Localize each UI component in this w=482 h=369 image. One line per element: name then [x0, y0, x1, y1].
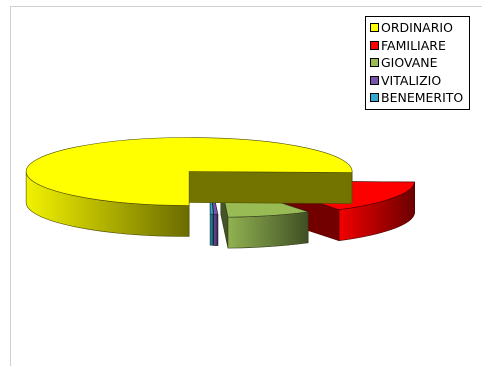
- legend-label: BENEMERITO: [381, 90, 464, 105]
- pie-slice-ordinario: [25, 137, 353, 237]
- legend-item: GIOVANE: [370, 54, 463, 72]
- legend-label: VITALIZIO: [381, 72, 442, 88]
- legend-label: GIOVANE: [381, 55, 438, 70]
- legend-item: BENEMERITO: [370, 89, 463, 107]
- legend-item: VITALIZIO: [370, 72, 463, 90]
- pie-slice-top: [25, 137, 353, 206]
- chart-frame: [10, 6, 482, 366]
- legend-item: ORDINARIO: [370, 19, 463, 37]
- legend-item: FAMILIARE: [370, 37, 463, 55]
- pie-slice-wall: [209, 213, 214, 246]
- legend-label: ORDINARIO: [381, 20, 453, 35]
- pie-slice-side-1: [188, 171, 353, 204]
- chart-legend: ORDINARIO FAMILIARE GIOVANE VITALIZIO BENEME…: [365, 16, 471, 110]
- legend-swatch: [370, 23, 379, 33]
- pie-slice-wall: [227, 211, 309, 249]
- legend-swatch: [370, 40, 379, 50]
- legend-label: FAMILIARE: [381, 37, 446, 53]
- legend-swatch: [370, 75, 379, 85]
- legend-swatch: [370, 93, 379, 103]
- legend-swatch: [370, 58, 379, 68]
- pie-slice-wall: [213, 214, 219, 246]
